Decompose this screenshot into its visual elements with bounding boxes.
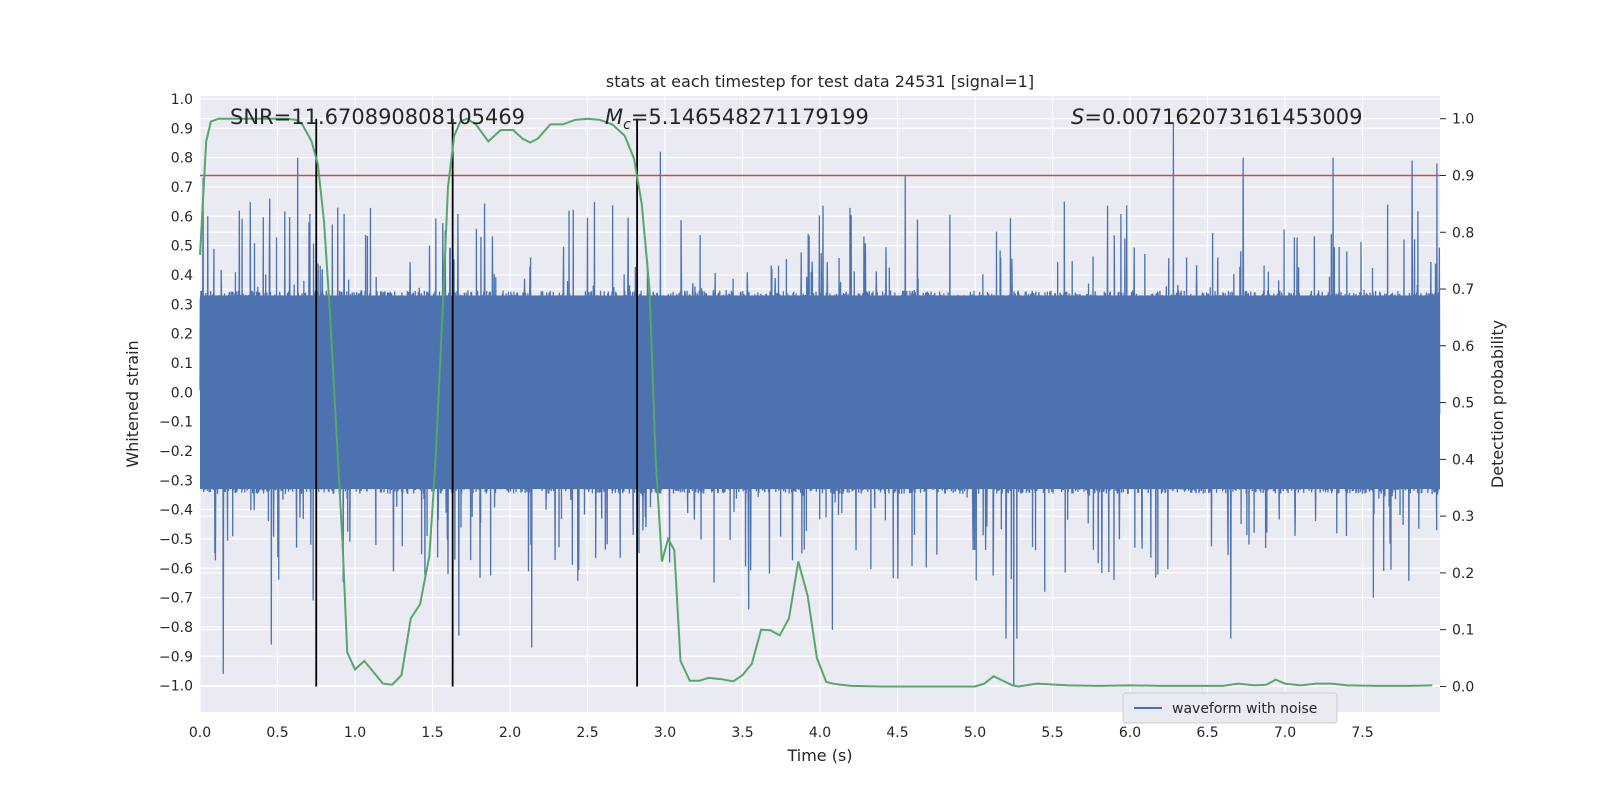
y-left-tick-label: −0.1 xyxy=(159,415,193,431)
y-right-axis-ticks: 0.0 0.1 0.2 0.3 0.4 0.5 0.6 0.7 0.8 0.9 1.0 xyxy=(1440,112,1474,695)
y-right-tick-label: 0.4 xyxy=(1452,452,1474,468)
y-left-tick-label: 0.8 xyxy=(171,151,193,167)
y-left-tick-label: 1.0 xyxy=(171,92,193,108)
y-right-tick-label: 0.8 xyxy=(1452,225,1474,241)
legend-box xyxy=(1122,692,1338,724)
s-annotation: S=0.007162073161453009 xyxy=(1071,105,1362,129)
y-left-tick-label: −0.8 xyxy=(159,620,193,636)
y-left-tick-label: −0.9 xyxy=(159,649,193,665)
snr-annotation: SNR=11.670890808105469 xyxy=(230,105,525,129)
chirp-mass-symbol: M xyxy=(605,105,623,129)
y-left-tick-label: −0.6 xyxy=(159,561,193,577)
y-left-tick-label: 0.5 xyxy=(171,239,193,255)
y-right-tick-label: 0.7 xyxy=(1452,282,1474,298)
y-left-axis-ticks: 1.0 0.9 0.8 0.7 0.6 0.5 0.4 0.3 0.2 0.1 0.0 −0.1 −0.… xyxy=(159,92,193,695)
y-left-tick-label: 0.3 xyxy=(171,297,193,313)
s-value: =0.007162073161453009 xyxy=(1084,105,1362,129)
y-left-tick-label: −0.5 xyxy=(159,532,193,548)
y-right-axis-label: Detection probability xyxy=(1488,320,1507,488)
detection-probability-line xyxy=(199,117,1433,688)
y-left-tick-label: 0.1 xyxy=(171,356,193,372)
x-tick-label: 1.5 xyxy=(421,725,443,741)
y-left-tick-label: 0.4 xyxy=(171,268,193,284)
strain-waveform xyxy=(199,122,1441,686)
y-left-tick-label: 0.9 xyxy=(171,121,193,137)
y-right-tick-label: 0.0 xyxy=(1452,679,1474,695)
y-left-tick-label: 0.6 xyxy=(171,209,193,225)
y-left-tick-label: 0.7 xyxy=(171,180,193,196)
x-tick-label: 5.0 xyxy=(964,725,986,741)
x-tick-label: 6.5 xyxy=(1196,725,1218,741)
x-tick-label: 2.0 xyxy=(499,725,521,741)
legend-label: waveform with noise xyxy=(1172,701,1317,717)
strain-series xyxy=(199,122,1441,686)
x-tick-label: 5.5 xyxy=(1041,725,1063,741)
y-right-tick-label: 1.0 xyxy=(1452,112,1474,128)
y-left-tick-label: −1.0 xyxy=(159,679,193,695)
x-tick-label: 7.5 xyxy=(1351,725,1373,741)
y-left-tick-label: −0.3 xyxy=(159,473,193,489)
event-markers xyxy=(315,118,638,687)
x-tick-label: 0.0 xyxy=(189,725,211,741)
y-left-tick-label: 0.0 xyxy=(171,385,193,401)
x-axis-label: Time (s) xyxy=(786,746,852,765)
y-right-tick-label: 0.9 xyxy=(1452,168,1474,184)
y-left-tick-label: −0.4 xyxy=(159,503,193,519)
y-right-tick-label: 0.6 xyxy=(1452,339,1474,355)
y-right-tick-label: 0.5 xyxy=(1452,396,1474,412)
x-tick-label: 4.5 xyxy=(886,725,908,741)
x-tick-label: 3.5 xyxy=(731,725,753,741)
y-right-tick-label: 0.3 xyxy=(1452,509,1474,525)
x-axis-ticks: 0.0 0.5 1.0 1.5 2.0 2.5 3.0 3.5 4.0 4.5 5.0 5.5 6.0 6… xyxy=(189,725,1374,741)
y-left-tick-label: −0.2 xyxy=(159,444,193,460)
y-right-tick-label: 0.1 xyxy=(1452,623,1474,639)
x-tick-label: 0.5 xyxy=(266,725,288,741)
x-tick-label: 6.0 xyxy=(1119,725,1141,741)
chirp-mass-annotation: Mc=5.146548271179199 xyxy=(605,105,869,133)
y-right-tick-label: 0.2 xyxy=(1452,566,1474,582)
y-left-tick-label: −0.7 xyxy=(159,591,193,607)
y-left-axis-label: Whitened strain xyxy=(123,340,142,467)
chirp-mass-subscript: c xyxy=(623,117,631,133)
x-tick-label: 4.0 xyxy=(809,725,831,741)
y-left-tick-label: 0.2 xyxy=(171,327,193,343)
chart-title: stats at each timestep for test data 245… xyxy=(606,72,1034,91)
x-tick-label: 2.5 xyxy=(576,725,598,741)
s-symbol: S xyxy=(1071,105,1084,129)
x-tick-label: 1.0 xyxy=(344,725,366,741)
legend: waveform with noise xyxy=(1122,692,1338,724)
x-tick-label: 3.0 xyxy=(654,725,676,741)
chirp-mass-value: =5.146548271179199 xyxy=(631,105,869,129)
x-tick-label: 7.0 xyxy=(1274,725,1296,741)
